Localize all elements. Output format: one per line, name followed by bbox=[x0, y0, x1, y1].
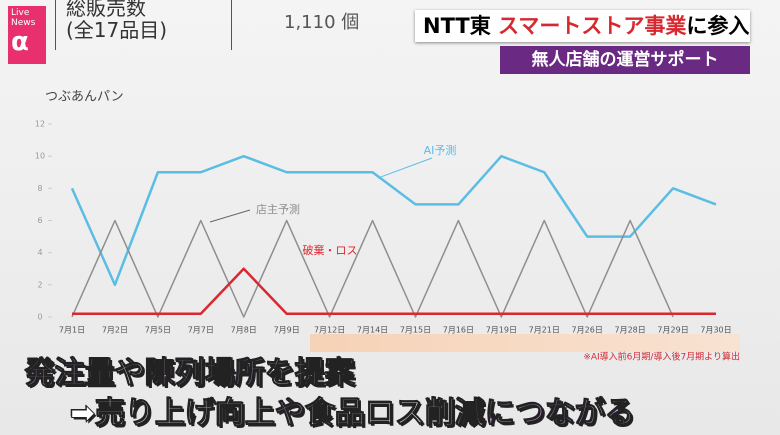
x-tick-label: 7月15日 bbox=[400, 326, 431, 335]
y-tick-label: 6 bbox=[37, 216, 42, 225]
series-line bbox=[71, 219, 674, 318]
series-label: 破棄・ロス bbox=[303, 243, 358, 257]
y-tick-label: 10 bbox=[35, 152, 45, 161]
logo-mark: α bbox=[11, 27, 29, 57]
y-tick-label: 12 bbox=[35, 120, 45, 129]
x-tick-label: 7月1日 bbox=[59, 326, 85, 335]
x-tick-label: 7月28日 bbox=[614, 326, 645, 335]
table-sep bbox=[231, 0, 232, 50]
x-tick-label: 7月30日 bbox=[700, 326, 731, 335]
x-tick-label: 7月2日 bbox=[102, 326, 128, 335]
y-tick-label: 2 bbox=[37, 280, 42, 289]
table-sub: (全17品目) bbox=[66, 18, 168, 42]
note: ※AI導入前6月期/導入後7月期より算出 bbox=[583, 351, 740, 363]
caption: ➡売り上げ向上や食品ロス削減につながる bbox=[69, 388, 636, 432]
caption-part: につながる bbox=[485, 396, 636, 432]
x-tick-label: 7月14日 bbox=[357, 326, 388, 335]
caption-part: 発注量 bbox=[25, 356, 116, 392]
leader bbox=[377, 157, 433, 179]
y-tick-label: 8 bbox=[37, 184, 42, 193]
period-band bbox=[310, 334, 740, 352]
headline-text: NTT東 bbox=[423, 14, 491, 38]
series-label: 店主予測 bbox=[256, 202, 300, 216]
caption: 発注量や陳列場所を提案 bbox=[25, 348, 356, 392]
logo-text: Live bbox=[11, 8, 30, 18]
series-label: AI予測 bbox=[424, 143, 457, 157]
y-tick-label: 4 bbox=[37, 248, 42, 257]
headline: NTT東 スマートストア事業に参入 bbox=[415, 10, 750, 42]
x-tick-label: 7月19日 bbox=[486, 326, 517, 335]
series-line bbox=[70, 154, 717, 287]
x-tick-label: 7月26日 bbox=[572, 326, 603, 335]
subheadline: 無人店舗の運営サポート bbox=[500, 46, 750, 74]
headline-text: スマートストア事業 bbox=[498, 14, 687, 38]
caption-part: や bbox=[275, 396, 306, 432]
leader bbox=[209, 209, 251, 223]
y-tick-label: 0 bbox=[37, 313, 42, 322]
x-tick-label: 7月16日 bbox=[443, 326, 474, 335]
caption-part: ➡ bbox=[69, 396, 96, 432]
logo-text: News bbox=[11, 18, 36, 28]
logo: Live News α bbox=[8, 6, 46, 64]
table-label: 総販売数 bbox=[66, 0, 146, 20]
caption-part: を提案 bbox=[265, 356, 356, 392]
headline-text: に参入 bbox=[686, 14, 750, 38]
x-tick-label: 7月7日 bbox=[188, 326, 214, 335]
series-line bbox=[72, 267, 716, 316]
caption-part: や bbox=[115, 356, 146, 392]
sales-table: 総販売数 (全17品目) 1,110 個 bbox=[55, 0, 426, 50]
table-value: 1,110 個 bbox=[284, 12, 360, 33]
x-tick-label: 7月9日 bbox=[274, 326, 300, 335]
x-tick-label: 7月5日 bbox=[145, 326, 171, 335]
x-tick-label: 7月21日 bbox=[529, 326, 560, 335]
x-tick-label: 7月29日 bbox=[657, 326, 688, 335]
chart-title: つぶあんパン bbox=[45, 90, 124, 105]
caption-part: 陳列場所 bbox=[145, 356, 266, 392]
caption-part: 食品ロス削減 bbox=[305, 396, 486, 432]
x-tick-label: 7月8日 bbox=[231, 326, 257, 335]
caption-part: 売り上げ向上 bbox=[95, 396, 276, 432]
x-tick-label: 7月12日 bbox=[314, 326, 345, 335]
